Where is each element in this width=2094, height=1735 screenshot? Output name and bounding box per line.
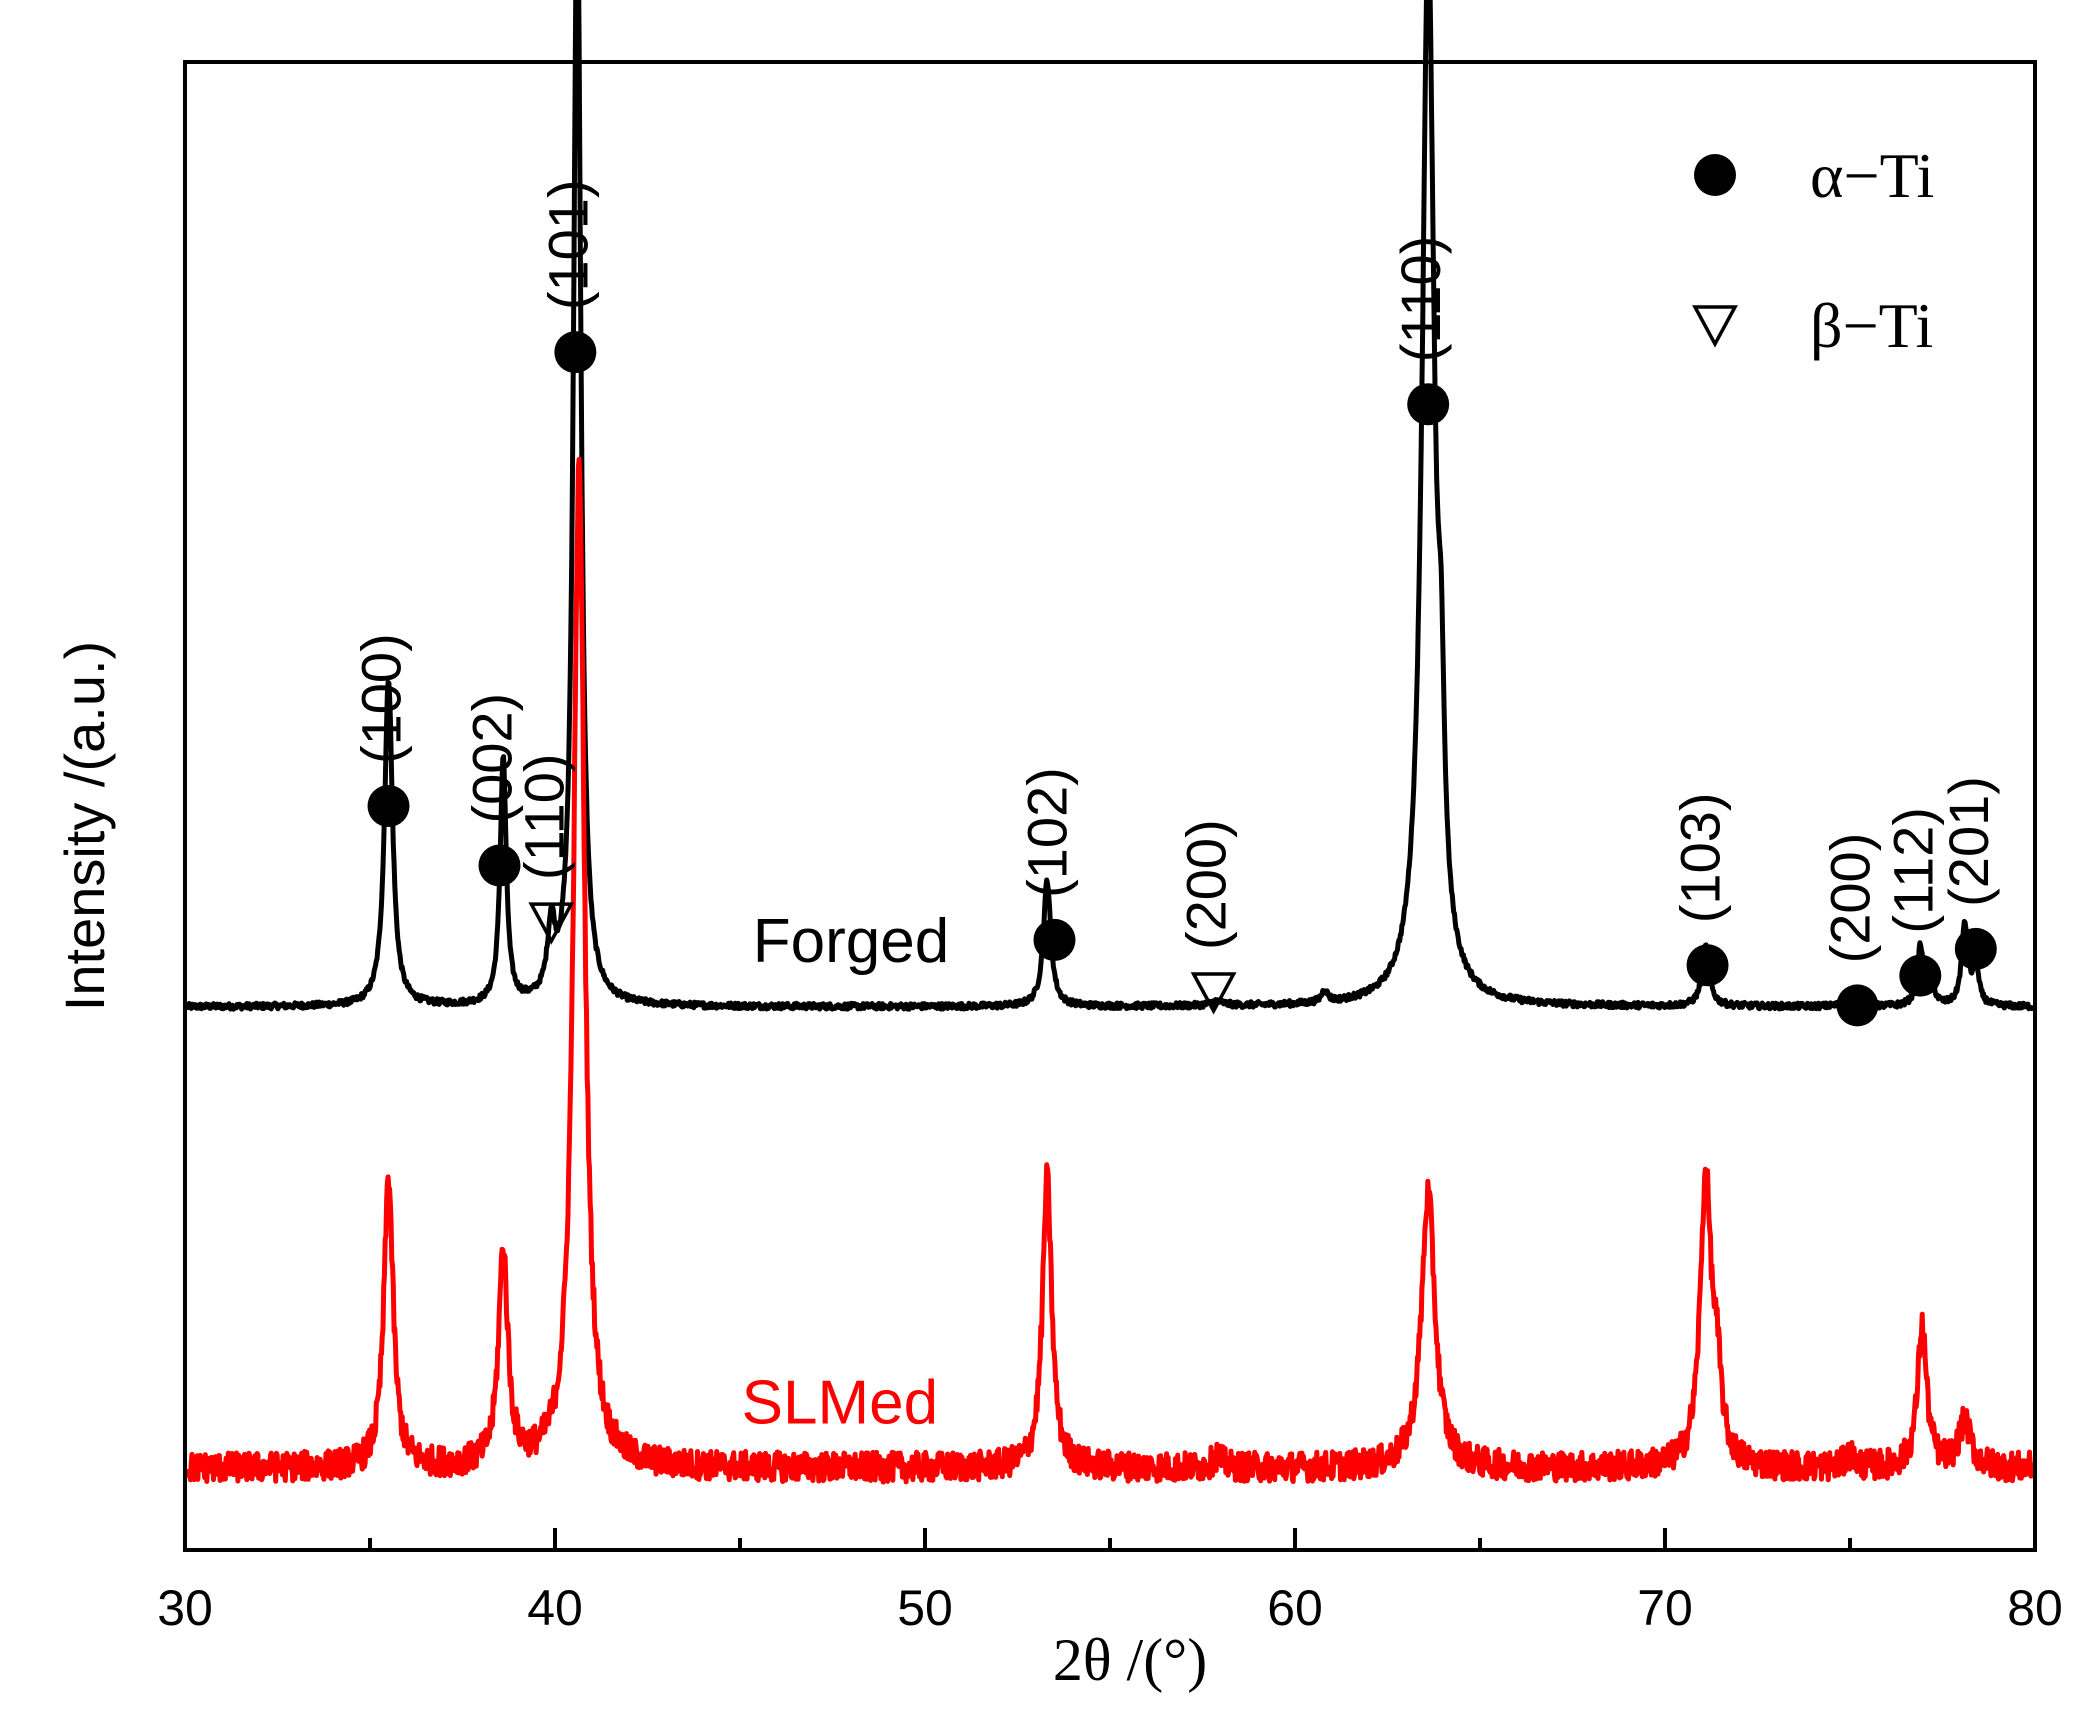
- x-tick-label: 60: [1267, 1580, 1323, 1636]
- alpha-ti-marker: [1954, 927, 1997, 970]
- x-tick-label: 70: [1637, 1580, 1693, 1636]
- alpha-ti-marker: [478, 844, 521, 887]
- legend-label: β−Ti: [1810, 290, 1933, 361]
- legend: α−Ti β−Ti: [1692, 140, 1934, 361]
- x-tick-label: 80: [2007, 1580, 2063, 1636]
- series-layer: [184, 0, 2035, 1485]
- peak-hkl-label: (110): [512, 753, 575, 880]
- y-axis-label: Intensity /(a.u.): [53, 641, 116, 1011]
- peak-hkl-label: (200): [1818, 833, 1881, 964]
- legend-label: α−Ti: [1810, 140, 1934, 211]
- x-tick-label: 50: [897, 1580, 953, 1636]
- series-slmed: [184, 456, 2035, 1485]
- axis-layer: 30 40 50 60 70 80: [157, 1528, 2063, 1636]
- peak-hkl-label: (200): [1175, 819, 1238, 950]
- alpha-ti-marker: [1686, 944, 1729, 987]
- legend-beta-marker: [1692, 305, 1738, 348]
- alpha-ti-marker: [1407, 383, 1450, 426]
- beta-ti-marker: [528, 902, 575, 945]
- alpha-ti-marker: [1899, 954, 1942, 997]
- peak-hkl-label: (112): [1881, 807, 1944, 934]
- series-label-forged: Forged: [753, 907, 949, 976]
- alpha-ti-marker: [1033, 918, 1076, 961]
- peak-hkl-label: (201): [1937, 776, 2000, 907]
- series-label-slmed: SLMed: [742, 1369, 938, 1438]
- alpha-ti-marker: [367, 785, 410, 827]
- peak-hkl-label: (103): [1669, 792, 1732, 923]
- x-tick-label: 40: [527, 1580, 583, 1636]
- series-forged: [184, 0, 2035, 1012]
- alpha-ti-marker: [554, 331, 597, 374]
- peak-hkl-label: (101): [536, 179, 599, 310]
- peak-hkl-label: (100): [350, 633, 413, 764]
- beta-ti-marker: [1190, 972, 1237, 1015]
- peak-hkl-label: (102): [1016, 767, 1079, 898]
- alpha-ti-marker: [1836, 984, 1879, 1027]
- peak-hkl-label: (110): [1389, 236, 1452, 363]
- x-tick-label: 30: [157, 1580, 213, 1636]
- legend-alpha-marker: [1694, 154, 1736, 196]
- peak-hkl-label: (002): [461, 693, 524, 824]
- x-axis-label: 2θ /(°): [1053, 1627, 1207, 1693]
